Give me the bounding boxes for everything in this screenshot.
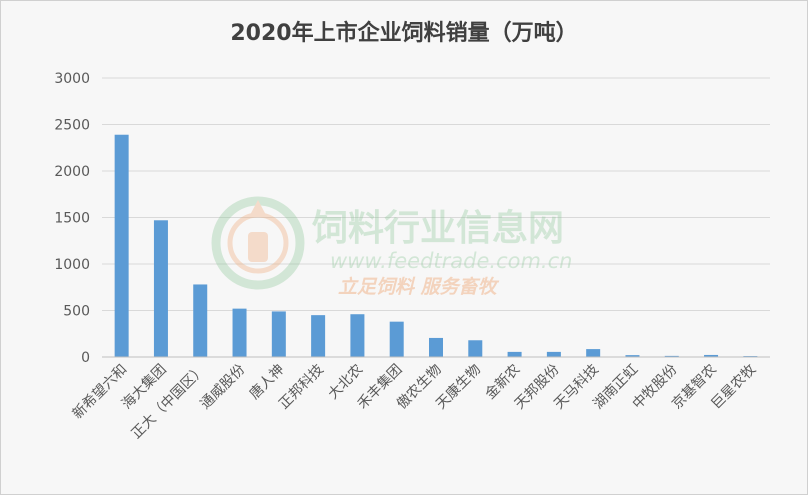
bar-4 <box>232 308 247 357</box>
x-tick-label: 新希望六和 <box>70 362 131 423</box>
bar-3 <box>193 284 208 357</box>
bar-11 <box>507 351 522 357</box>
bar-12 <box>546 351 561 357</box>
gridlines <box>102 77 770 311</box>
bar-8 <box>389 321 404 357</box>
bar-2 <box>153 220 168 357</box>
bar-16 <box>704 354 719 357</box>
y-tick-label: 500 <box>63 304 90 320</box>
y-tick-label: 0 <box>81 350 90 366</box>
watermark: 饲料行业信息网 www.feedtrade.com.cn 立足饲料 服务畜牧 <box>211 196 572 298</box>
y-tick-label: 2500 <box>54 118 90 134</box>
y-tick-label: 1000 <box>54 257 90 273</box>
watermark-url: www.feedtrade.com.cn <box>330 249 572 273</box>
watermark-logo-icon <box>211 196 305 290</box>
watermark-title: 饲料行业信息网 <box>312 208 564 249</box>
bar-1 <box>114 134 129 357</box>
y-tick-label: 3000 <box>54 71 90 87</box>
y-tick-label: 1500 <box>54 211 90 227</box>
bar-5 <box>271 311 286 357</box>
watermark-slogan: 立足饲料 服务畜牧 <box>338 276 500 298</box>
bar-15 <box>664 355 679 357</box>
y-axis-ticks: 0 500 1000 1500 2000 2500 3000 <box>54 71 90 366</box>
y-tick-label: 2000 <box>54 164 90 180</box>
bars <box>114 134 758 358</box>
bar-13 <box>586 349 601 357</box>
bar-9 <box>429 337 443 357</box>
chart-title: 2020年上市企业饲料销量（万吨） <box>230 20 577 46</box>
bar-14 <box>625 355 640 357</box>
bar-6 <box>311 315 326 357</box>
bar-7 <box>350 314 365 357</box>
x-axis-ticks: 新希望六和海大集团正大（中国区）通威股份唐人神正邦科技大北农禾丰集团傲农生物天康… <box>70 361 760 442</box>
bar-10 <box>468 340 483 357</box>
